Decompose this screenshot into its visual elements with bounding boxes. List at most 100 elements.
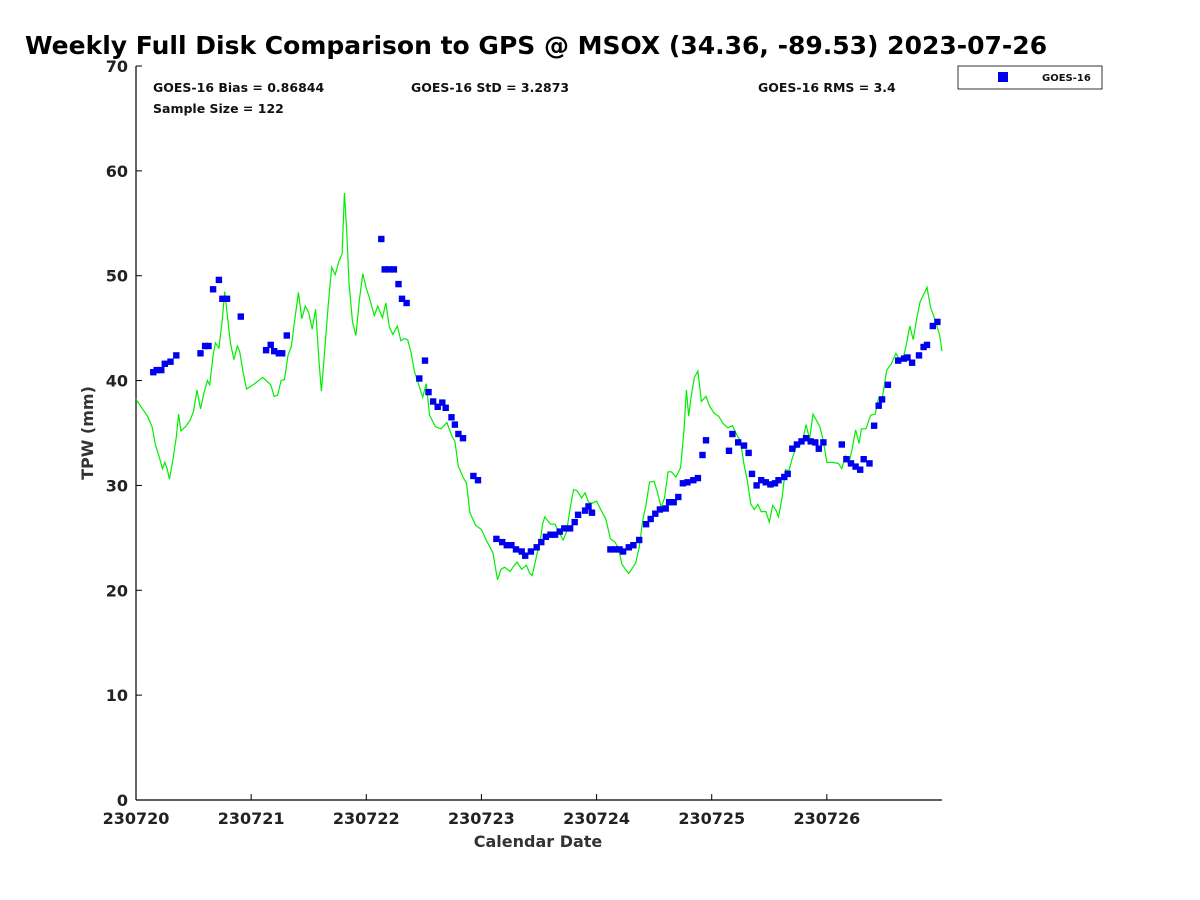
goes16-point: [934, 318, 941, 326]
goes16-point: [538, 538, 545, 546]
goes16-point: [556, 528, 563, 535]
goes16-point: [812, 439, 819, 446]
goes16-point: [729, 430, 736, 438]
goes16-point: [561, 525, 568, 532]
goes16-point: [219, 295, 226, 302]
y-tick-label: 10: [106, 686, 128, 705]
goes16-point: [499, 538, 506, 546]
goes16-point: [173, 352, 180, 359]
goes16-point: [395, 280, 402, 288]
goes16-point: [679, 480, 687, 487]
x-tick-label: 230724: [563, 809, 630, 828]
goes16-point: [439, 399, 446, 406]
goes16-point: [429, 398, 437, 405]
goes16-point: [758, 477, 765, 484]
goes16-point: [201, 342, 209, 350]
goes16-point: [542, 533, 550, 540]
goes16-point: [390, 266, 398, 273]
goes16-point: [670, 499, 677, 506]
legend: GOES-16: [957, 65, 1103, 90]
goes16-point: [551, 531, 559, 538]
goes16-point: [665, 499, 673, 506]
goes16-point: [929, 322, 936, 330]
legend-marker-goes16: [998, 72, 1008, 82]
goes16-point: [209, 286, 217, 293]
goes16-point: [566, 525, 574, 532]
x-tick-label: 230721: [218, 809, 285, 828]
y-axis-label: TPW (mm): [78, 386, 97, 480]
goes16-point: [694, 474, 702, 482]
goes16-point: [878, 396, 886, 403]
goes16-point: [843, 456, 850, 463]
goes16-point: [630, 542, 637, 549]
goes16-point: [262, 347, 270, 354]
goes16-point: [771, 480, 779, 487]
goes16-point: [798, 438, 805, 445]
goes16-point: [923, 341, 931, 349]
goes16-point: [158, 366, 165, 374]
goes16-point: [455, 430, 462, 438]
goes16-point: [619, 548, 627, 555]
goes16-point: [895, 357, 902, 364]
goes16-point: [775, 477, 782, 484]
x-tick-label: 230723: [448, 809, 515, 828]
goes16-point: [807, 438, 814, 445]
goes16-point: [652, 510, 659, 517]
goes16-point: [503, 542, 510, 549]
goes16-point: [789, 445, 796, 452]
goes16-point: [793, 441, 801, 448]
goes16-point: [684, 479, 691, 486]
goes16-point: [547, 531, 554, 538]
goes16-point: [662, 505, 669, 512]
goes16-point: [451, 421, 459, 428]
goes16-point: [153, 366, 160, 374]
goes16-point: [857, 466, 864, 473]
series-layer: [135, 192, 943, 580]
goes16-point: [434, 403, 441, 410]
goes16-point: [699, 451, 706, 459]
goes16-point: [847, 460, 855, 467]
goes16-point: [416, 375, 423, 382]
bias-stat: GOES-16 Bias = 0.86844: [153, 80, 324, 95]
goes16-point: [767, 481, 774, 488]
goes16-point: [915, 352, 923, 359]
goes16-point: [745, 449, 752, 457]
goes16-point: [448, 414, 455, 421]
y-tick-label: 50: [106, 267, 128, 286]
goes16-point: [838, 441, 845, 448]
goes16-point: [215, 276, 223, 284]
x-tick-label: 230725: [678, 809, 745, 828]
goes16-point: [762, 479, 769, 486]
goes16-point: [150, 369, 157, 376]
goes16-point: [908, 359, 916, 366]
goes16-point: [205, 342, 212, 350]
goes16-point: [636, 536, 643, 544]
goes16-point: [675, 493, 682, 501]
legend-box: [957, 65, 1103, 90]
goes16-point: [533, 544, 540, 551]
legend-label-goes16: GOES-16: [1042, 73, 1091, 84]
goes16-point: [403, 299, 410, 307]
x-axis-label: Calendar Date: [474, 832, 603, 851]
goes16-point: [161, 360, 168, 367]
goes16-point: [900, 355, 908, 362]
goes16-point: [725, 447, 733, 454]
sample-size-stat: Sample Size = 122: [153, 101, 284, 116]
goes16-point: [442, 404, 449, 411]
goes16-point: [802, 435, 810, 442]
goes16-point: [611, 546, 619, 553]
goes16-point: [237, 313, 244, 320]
y-tick-label: 40: [106, 372, 128, 391]
goes16-point: [647, 515, 654, 523]
goes16-point: [571, 518, 578, 526]
goes16-point: [574, 511, 582, 518]
goes16-point: [527, 548, 535, 555]
goes16-point: [735, 439, 742, 446]
goes16-point: [512, 546, 520, 553]
y-tick-label: 0: [117, 791, 128, 810]
goes16-point: [508, 542, 515, 549]
goes16-point: [884, 381, 892, 388]
goes16-point: [607, 546, 614, 553]
goes16-point: [581, 507, 589, 514]
